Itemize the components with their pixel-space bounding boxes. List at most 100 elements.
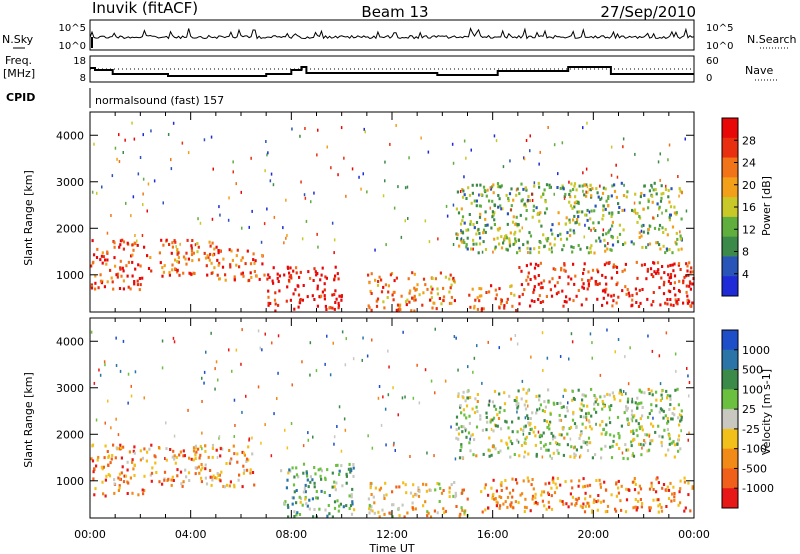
echo-cell — [610, 493, 613, 497]
echo-cell — [678, 490, 681, 494]
echo-cell — [146, 254, 149, 258]
noise-trace — [89, 26, 695, 48]
echo-cell — [523, 510, 526, 514]
echo-cell — [588, 420, 591, 424]
echo-cell — [560, 418, 563, 422]
echo-cell — [104, 258, 107, 262]
echo-cell — [666, 396, 669, 400]
echo-cell — [295, 466, 298, 470]
echo-cell — [655, 192, 658, 196]
echo-cell — [467, 186, 470, 190]
echo-cell — [141, 456, 144, 460]
echo-cell — [90, 283, 93, 287]
echo-cell — [470, 201, 473, 205]
echo-cell — [335, 481, 338, 485]
echo-cell — [595, 410, 598, 414]
echo-cell — [348, 462, 351, 466]
echo-cell — [368, 507, 371, 511]
echo-cell — [491, 496, 494, 500]
echo-cell — [579, 415, 582, 419]
echo-cell — [520, 269, 523, 273]
echo-cell — [498, 495, 501, 499]
echo-cell — [103, 456, 106, 460]
echo-cell — [586, 208, 589, 212]
echo-cell — [146, 450, 149, 454]
echo-cell — [620, 181, 623, 185]
echo-cell — [550, 486, 553, 490]
echo-cell — [417, 486, 420, 490]
echo-cell — [582, 171, 584, 175]
echo-cell — [495, 424, 498, 428]
echo-cell — [118, 133, 120, 137]
echo-cell — [481, 428, 484, 432]
echo-cell — [545, 507, 548, 511]
echo-cell — [573, 282, 576, 286]
echo-cell — [382, 300, 385, 304]
echo-cell — [488, 454, 491, 458]
echo-cell — [475, 204, 478, 208]
echo-cell — [601, 233, 605, 237]
echo-cell — [686, 264, 689, 268]
echo-cell — [367, 273, 370, 277]
echo-cell — [248, 438, 250, 442]
echo-cell — [219, 249, 222, 253]
echo-cell — [163, 470, 167, 474]
echo-cell — [410, 309, 413, 313]
echo-cell — [293, 475, 296, 479]
echo-cell — [630, 430, 633, 434]
echo-cell — [113, 245, 116, 249]
power-panel-frame — [89, 111, 695, 313]
echo-cell — [293, 510, 296, 514]
echo-cell — [619, 388, 622, 392]
echo-cell — [633, 480, 636, 484]
echo-cell — [395, 308, 398, 312]
echo-cell — [242, 451, 246, 455]
echo-cell — [351, 502, 354, 506]
echo-cell — [638, 401, 641, 405]
echo-cell — [544, 405, 547, 409]
echo-cell — [276, 397, 278, 400]
echo-cell — [197, 465, 200, 469]
echo-cell — [600, 196, 603, 200]
echo-cell — [588, 210, 591, 214]
echo-cell — [561, 141, 564, 145]
echo-cell — [243, 468, 246, 472]
echo-cell — [603, 394, 606, 398]
echo-cell — [257, 329, 260, 333]
echo-cell — [233, 277, 236, 281]
echo-cell — [405, 303, 408, 307]
echo-cell — [577, 496, 580, 500]
echo-cell — [674, 352, 677, 356]
echo-cell — [468, 193, 472, 197]
echo-cell — [573, 205, 576, 209]
echo-cell — [607, 242, 609, 245]
echo-cell — [619, 399, 622, 403]
echo-cell — [596, 283, 599, 286]
echo-cell — [648, 392, 651, 396]
echo-cell — [532, 430, 535, 434]
echo-cell — [333, 442, 335, 446]
echo-cell — [306, 474, 309, 478]
echo-cell — [129, 476, 132, 480]
echo-cell — [397, 185, 399, 189]
echo-cell — [556, 234, 560, 238]
echo-cell — [649, 439, 652, 443]
echo-cell — [455, 207, 458, 211]
echo-cell — [533, 181, 536, 185]
echo-cell — [525, 264, 528, 268]
freq-tick-bottom: 8 — [80, 73, 86, 84]
echo-cell — [640, 453, 643, 457]
echo-cell — [669, 403, 672, 407]
echo-cell — [197, 217, 199, 221]
echo-cell — [130, 254, 133, 258]
echo-cell — [675, 242, 678, 246]
echo-cell — [661, 389, 663, 393]
echo-cell — [249, 468, 252, 472]
echo-cell — [466, 390, 469, 394]
echo-cell — [277, 303, 280, 307]
echo-cell — [316, 284, 319, 288]
echo-cell — [514, 241, 517, 245]
colorbar-segment — [722, 177, 738, 198]
echo-cell — [567, 505, 570, 509]
echo-cell — [652, 424, 655, 428]
